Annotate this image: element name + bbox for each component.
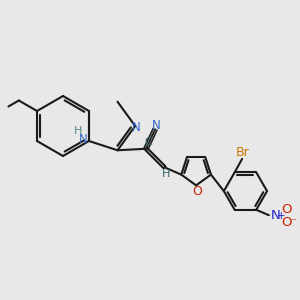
Text: Br: Br [236,146,250,159]
Text: N: N [79,133,88,146]
Text: +: + [277,211,285,221]
Text: N: N [271,209,280,222]
Text: N: N [152,119,161,132]
Text: N: N [132,121,141,134]
Text: H: H [74,126,83,136]
Text: O: O [192,185,202,199]
Text: H: H [162,169,170,179]
Text: O: O [282,203,292,216]
Text: ⁻: ⁻ [290,218,296,228]
Text: C: C [144,137,152,147]
Text: O: O [282,216,292,229]
